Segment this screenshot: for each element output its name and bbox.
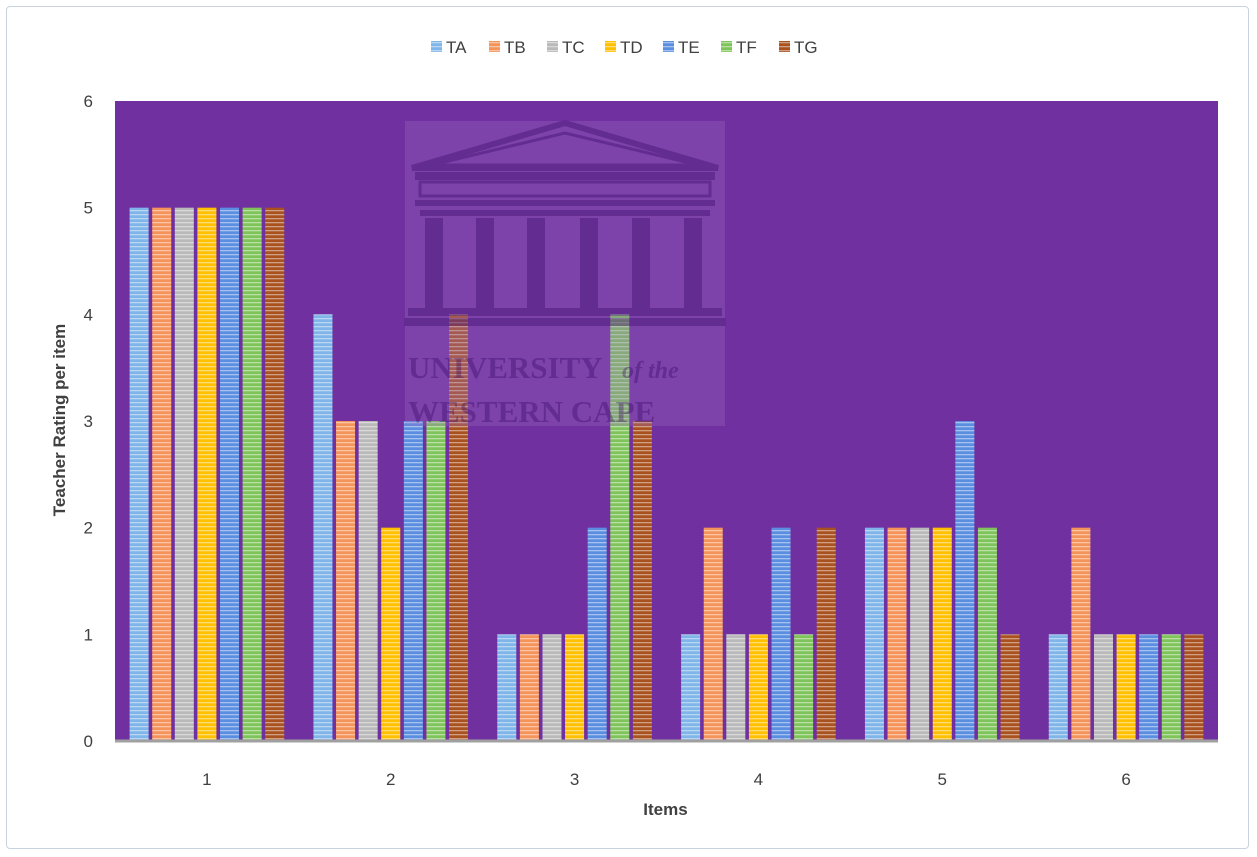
y-tick-label: 5 [84, 199, 93, 218]
y-tick-label: 4 [84, 305, 93, 324]
bar-texture-td-item-6 [1116, 634, 1136, 741]
university-watermark: UNIVERSITY of the WESTERN CAPE [404, 119, 726, 429]
x-tick-label: 6 [1121, 770, 1130, 789]
y-tick-label: 2 [84, 519, 93, 538]
legend-swatch-texture-tb [489, 41, 500, 52]
bar-texture-tg-item-4 [816, 527, 836, 741]
bar-texture-tg-item-2 [449, 314, 469, 741]
bar-texture-td-item-5 [932, 527, 952, 741]
watermark-line1-suffix: of the [622, 358, 679, 384]
bar-texture-tb-item-4 [703, 527, 723, 741]
bar-texture-tf-item-6 [1161, 634, 1181, 741]
bar-texture-tb-item-6 [1071, 527, 1091, 741]
y-tick-label: 6 [84, 92, 93, 111]
legend-label-tf: TF [736, 38, 757, 57]
bar-texture-tc-item-3 [542, 634, 562, 741]
bar-texture-te-item-5 [955, 421, 975, 741]
legend-label-te: TE [678, 38, 700, 57]
bar-texture-ta-item-6 [1048, 634, 1068, 741]
bar-texture-tf-item-1 [242, 207, 262, 741]
bar-texture-td-item-4 [748, 634, 768, 741]
legend-swatch-texture-td [605, 41, 616, 52]
watermark-line1: UNIVERSITY [408, 350, 603, 385]
bar-texture-te-item-2 [403, 421, 423, 741]
plot-area [115, 101, 1218, 741]
y-axis-ticks: 0 1 2 3 4 5 6 [84, 92, 93, 751]
legend: TA TB TC TD TE TF TG [431, 38, 818, 57]
bar-texture-ta-item-2 [313, 314, 333, 741]
bar-texture-ta-item-1 [129, 207, 149, 741]
bar-texture-tf-item-3 [610, 314, 630, 741]
bar-texture-tc-item-6 [1093, 634, 1113, 741]
bar-texture-tf-item-4 [794, 634, 814, 741]
bar-texture-tc-item-1 [174, 207, 194, 741]
y-tick-label: 0 [84, 732, 93, 751]
bar-texture-tc-item-4 [726, 634, 746, 741]
legend-swatch-texture-te [663, 41, 674, 52]
bar-texture-tg-item-1 [265, 207, 285, 741]
bar-texture-td-item-1 [197, 207, 217, 741]
bar-texture-tf-item-5 [977, 527, 997, 741]
bar-texture-ta-item-5 [864, 527, 884, 741]
bar-texture-tg-item-3 [632, 421, 652, 741]
x-axis-title: Items [643, 800, 687, 819]
x-axis-ticks: 1 2 3 4 5 6 [202, 770, 1131, 789]
legend-label-tc: TC [562, 38, 585, 57]
legend-label-tb: TB [504, 38, 526, 57]
bar-texture-tb-item-2 [336, 421, 356, 741]
bar-texture-ta-item-4 [681, 634, 701, 741]
legend-swatch-texture-tg [779, 41, 790, 52]
bar-texture-tb-item-1 [152, 207, 172, 741]
legend-label-tg: TG [794, 38, 818, 57]
bar-texture-td-item-2 [381, 527, 401, 741]
bar-texture-te-item-3 [587, 527, 607, 741]
legend-label-ta: TA [446, 38, 467, 57]
bar-texture-tb-item-5 [887, 527, 907, 741]
bar-texture-te-item-6 [1139, 634, 1159, 741]
legend-swatch-texture-ta [431, 41, 442, 52]
x-tick-label: 2 [386, 770, 395, 789]
x-tick-label: 3 [570, 770, 579, 789]
bar-texture-tf-item-2 [426, 421, 446, 741]
legend-label-td: TD [620, 38, 643, 57]
y-axis-title: Teacher Rating per item [50, 324, 69, 516]
bar-texture-td-item-3 [565, 634, 585, 741]
bars-group [129, 207, 1204, 741]
bar-texture-tg-item-6 [1184, 634, 1204, 741]
watermark-line2: WESTERN CAPE [408, 394, 655, 429]
legend-swatch-texture-tf [721, 41, 732, 52]
bar-texture-ta-item-3 [497, 634, 517, 741]
y-tick-label: 1 [84, 625, 93, 644]
x-tick-label: 5 [938, 770, 947, 789]
bar-texture-te-item-1 [220, 207, 240, 741]
y-tick-label: 3 [84, 412, 93, 431]
bar-texture-tg-item-5 [1000, 634, 1020, 741]
x-tick-label: 1 [202, 770, 211, 789]
bar-texture-te-item-4 [771, 527, 791, 741]
legend-swatch-texture-tc [547, 41, 558, 52]
x-tick-label: 4 [754, 770, 763, 789]
bar-texture-tc-item-2 [358, 421, 378, 741]
bar-texture-tc-item-5 [910, 527, 930, 741]
bar-texture-tb-item-3 [519, 634, 539, 741]
